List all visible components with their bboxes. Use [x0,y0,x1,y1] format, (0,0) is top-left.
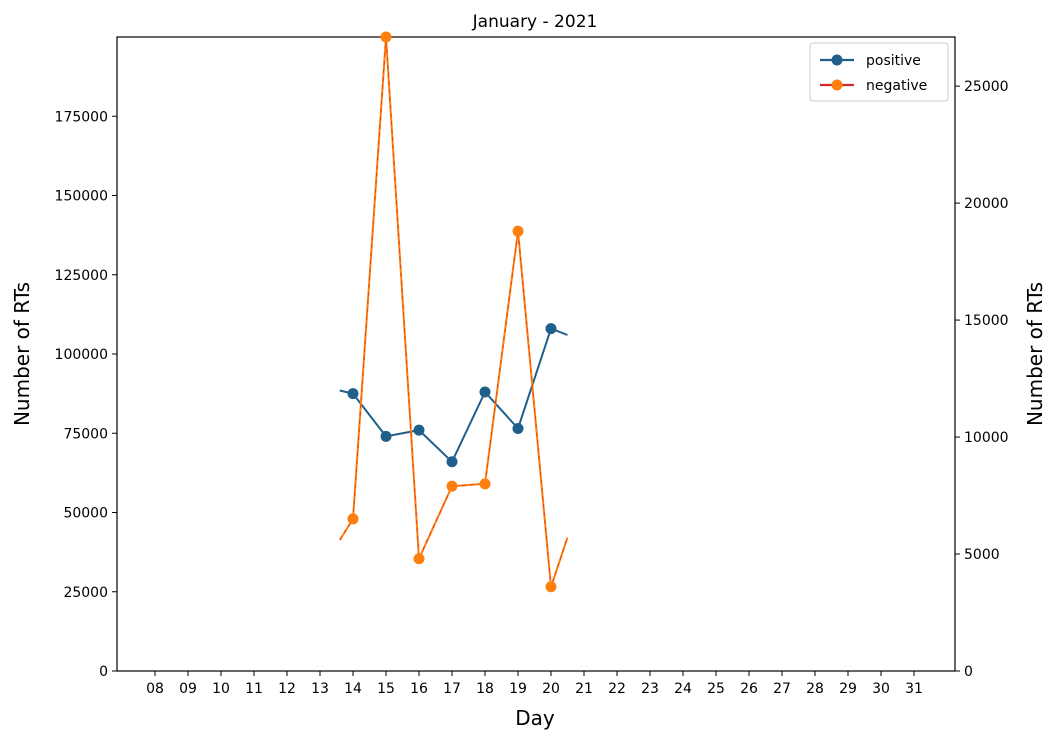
y-left-tick-label: 100000 [55,347,108,363]
y-right-tick-label: 25000 [964,79,1009,95]
data-point-positive [512,422,524,434]
x-tick-label: 20 [542,681,560,697]
data-point-negative [446,480,458,492]
x-tick-label: 29 [839,681,857,697]
y-right-tick-label: 0 [964,664,973,680]
x-tick-label: 15 [377,681,395,697]
plot-area [116,36,956,672]
y-left-tick-label: 50000 [63,506,108,522]
x-axis-ticks: 08 09 10 11 12 13 14 15 16 17 18 19 20 21 22 23 24 25 26 27… [146,671,923,697]
x-tick-label: 22 [608,681,626,697]
y-axis-left-ticks: 0 25000 50000 75000 100000 125000 150000 175000 [55,109,117,680]
series-layer [338,31,569,593]
y-left-tick-label: 175000 [55,109,108,125]
y-axis-right-ticks: 0 5000 10000 15000 20000 25000 [955,79,1009,680]
x-tick-label: 23 [641,681,659,697]
y-left-tick-label: 150000 [55,189,108,205]
legend-label-positive: positive [866,53,921,69]
y-left-tick-label: 75000 [63,426,108,442]
x-tick-label: 21 [575,681,593,697]
x-tick-label: 31 [905,681,923,697]
x-tick-label: 14 [344,681,362,697]
y-left-tick-label: 0 [99,664,108,680]
data-point-positive [446,456,458,468]
y-left-tick-label: 25000 [63,585,108,601]
y-left-tick-label: 125000 [55,268,108,284]
x-tick-label: 28 [806,681,824,697]
series-line-negative [338,36,569,588]
data-point-positive [380,430,392,442]
y-right-tick-label: 20000 [964,196,1009,212]
x-axis-title: Day [515,706,555,730]
x-tick-label: 09 [179,681,197,697]
legend-box [809,42,949,102]
data-point-positive [347,388,359,400]
chart-title: January - 2021 [472,12,598,32]
data-point-negative [479,478,491,490]
x-tick-label: 13 [311,681,329,697]
data-point-positive [413,424,425,436]
y-right-tick-label: 5000 [964,547,1000,563]
x-tick-label: 12 [278,681,296,697]
y-right-tick-label: 10000 [964,430,1009,446]
x-tick-label: 08 [146,681,164,697]
legend-marker-negative [831,79,843,91]
legend: positive negative [809,42,949,102]
data-point-negative [380,31,392,43]
legend-label-negative: negative [866,78,927,94]
data-point-positive [479,386,491,398]
data-point-positive [545,323,557,335]
data-point-negative [512,225,524,237]
x-tick-label: 16 [410,681,428,697]
x-tick-label: 11 [245,681,263,697]
y-right-tick-label: 15000 [964,313,1009,329]
x-tick-label: 18 [476,681,494,697]
plot-frame [116,36,956,672]
x-tick-label: 26 [740,681,758,697]
y-axis-right-title: Number of RTs [1023,282,1047,426]
y-axis-left-title: Number of RTs [10,282,34,426]
x-tick-label: 24 [674,681,692,697]
data-point-negative [545,581,557,593]
x-tick-label: 27 [773,681,791,697]
data-point-negative [347,513,359,525]
x-tick-label: 17 [443,681,461,697]
series-dash-negative [339,36,568,587]
data-point-negative [413,553,425,565]
x-tick-label: 10 [212,681,230,697]
legend-marker-positive [831,54,843,66]
x-tick-label: 25 [707,681,725,697]
x-tick-label: 30 [872,681,890,697]
x-tick-label: 19 [509,681,527,697]
